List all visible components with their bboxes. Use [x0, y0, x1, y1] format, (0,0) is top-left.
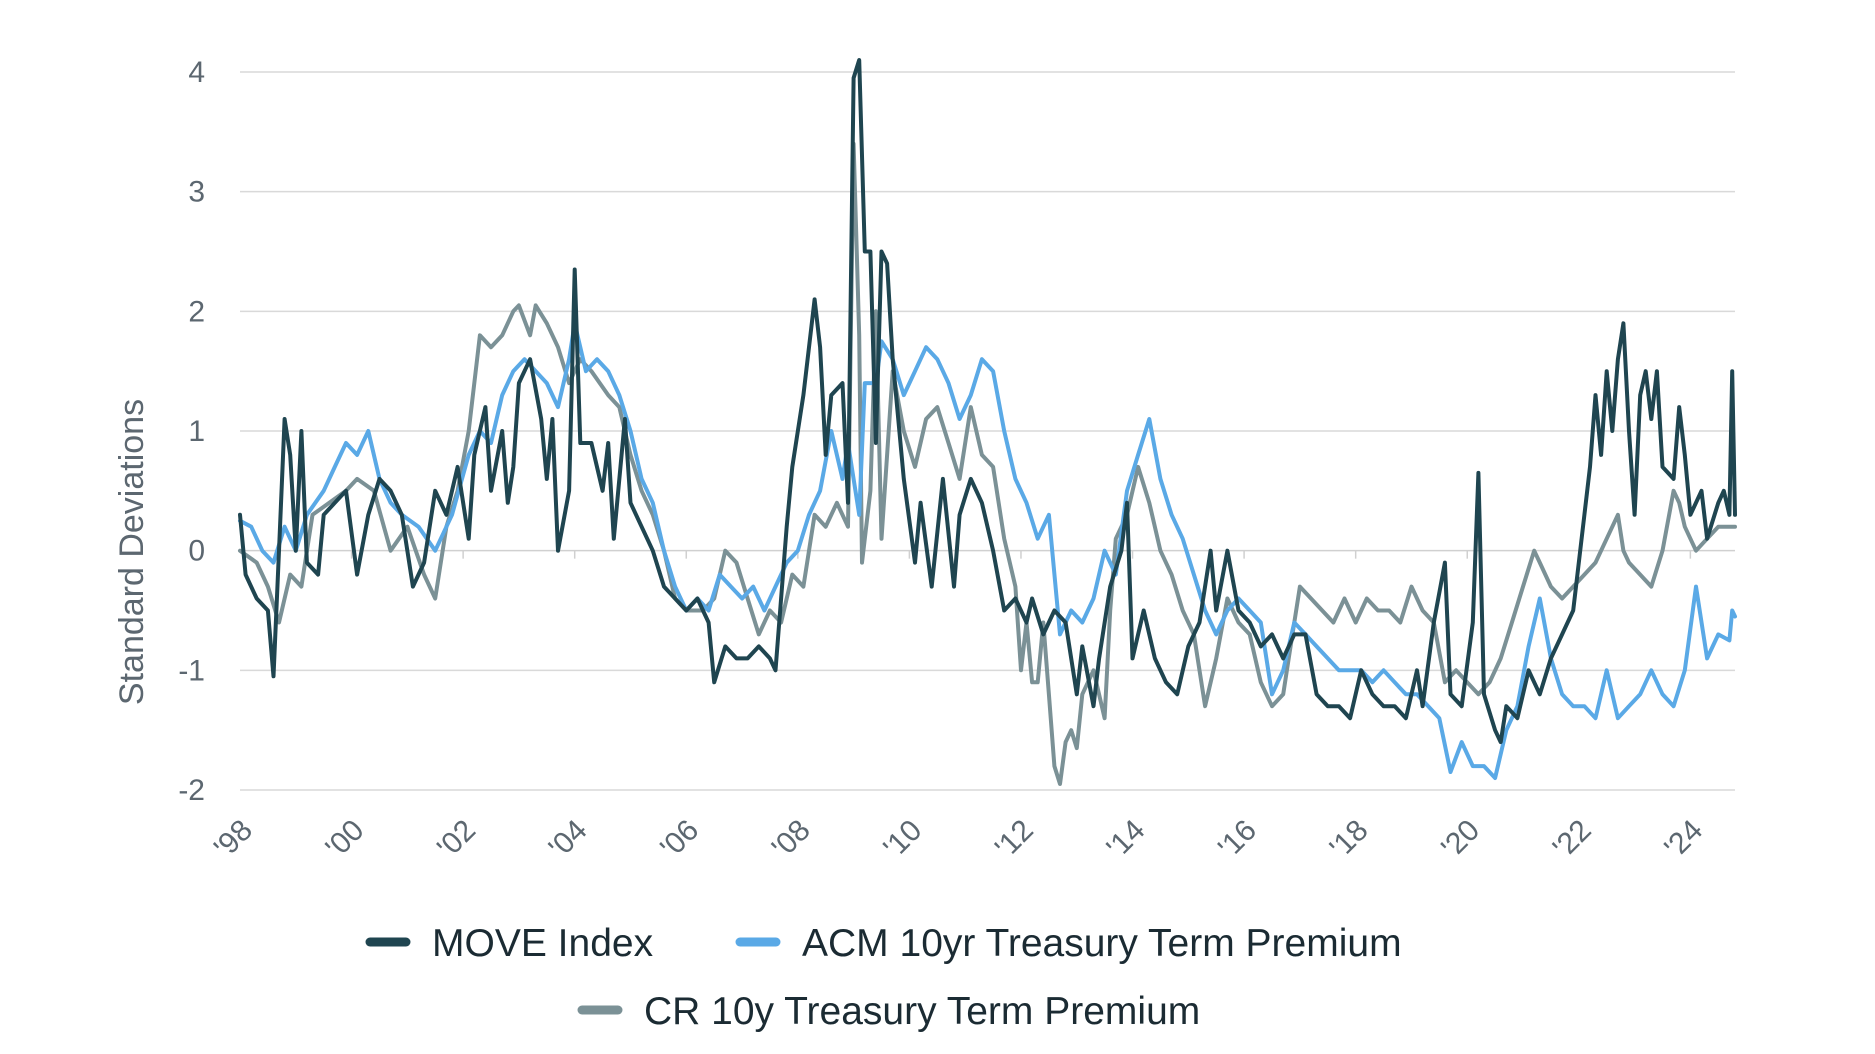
- y-axis-title: Standard Deviations: [113, 399, 151, 705]
- y-tick-label: 2: [188, 295, 205, 328]
- x-tick-label: '12: [989, 814, 1040, 865]
- series-line-move-index: [238, 58, 1737, 745]
- x-tick-label: '16: [1212, 814, 1263, 865]
- series-lines: [238, 58, 1737, 786]
- x-tick-label: '22: [1547, 814, 1598, 865]
- gridlines: [240, 71, 1735, 791]
- legend-label: CR 10y Treasury Term Premium: [644, 990, 1200, 1033]
- x-tick-label: '98: [208, 814, 259, 865]
- y-tick-label: -2: [178, 774, 205, 807]
- legend: MOVE Index ACM 10yr Treasury Term Premium…: [365, 922, 1402, 1033]
- y-tick-label: 3: [188, 176, 205, 209]
- y-tick-label: 0: [188, 535, 205, 568]
- legend-label: ACM 10yr Treasury Term Premium: [802, 922, 1402, 965]
- series-line-acm-10yr-treasury-term-premium: [238, 321, 1737, 780]
- x-tick-label: '06: [654, 814, 705, 865]
- y-axis-ticks: 4 3 2 1 0 -1 -2: [178, 56, 205, 807]
- x-tick-label: '08: [766, 814, 817, 865]
- x-tick-label: '18: [1324, 814, 1375, 865]
- x-tick-label: '24: [1658, 814, 1709, 865]
- x-tick-label: '14: [1100, 814, 1151, 865]
- series-line-cr-10y-treasury-term-premium: [238, 141, 1737, 786]
- x-tick-label: '00: [320, 814, 371, 865]
- x-tick-label: '04: [543, 814, 594, 865]
- x-tick-label: '02: [431, 814, 482, 865]
- y-tick-label: 4: [188, 56, 205, 89]
- x-tick-label: '10: [877, 814, 928, 865]
- y-tick-label: -1: [178, 654, 205, 687]
- y-tick-label: 1: [188, 415, 205, 448]
- legend-label: MOVE Index: [432, 922, 654, 965]
- x-tick-label: '20: [1435, 814, 1486, 865]
